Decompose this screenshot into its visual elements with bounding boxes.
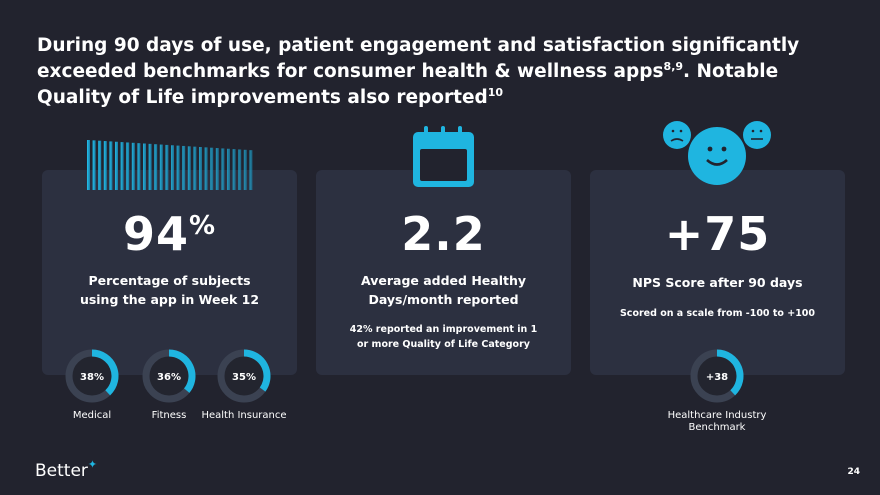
title-text: . Notable Quality of Life improvements a… [37, 61, 779, 108]
footnote-ref: 8,9 [663, 60, 684, 73]
donut-caption: Medical [72, 410, 112, 421]
icon-bar [232, 149, 236, 190]
icon-bar [221, 148, 225, 190]
icon-bar [171, 145, 174, 190]
icon-bar [148, 143, 152, 190]
icon-bar [92, 140, 96, 190]
donut-label: 36% [157, 372, 181, 383]
donut-arc [243, 349, 271, 392]
big-number: +75 [664, 207, 771, 261]
icon-bar [199, 147, 202, 190]
icon-bar [187, 146, 191, 190]
icon-bar [182, 145, 186, 190]
donut-caption: Fitness [151, 410, 187, 421]
card [590, 170, 845, 375]
icon-bar [165, 144, 169, 190]
donut-arc [168, 349, 196, 393]
icon-bar [176, 145, 180, 190]
donut-arc [91, 349, 119, 396]
icon-bar [143, 143, 146, 190]
icon-bar [98, 140, 102, 190]
card [42, 170, 297, 375]
card-label: Average added Healthy Days/month reporte… [360, 273, 527, 307]
card-label: NPS Score after 90 days [632, 275, 803, 290]
logo-text: Better [35, 461, 88, 481]
donut-label: 38% [80, 372, 104, 383]
card-note: Scored on a scale from -100 to +100 [619, 308, 816, 319]
icon-bar [215, 148, 219, 190]
icon-bar [243, 149, 247, 190]
big-number: 94% [42, 207, 297, 261]
icon-bar [131, 142, 135, 190]
icon-bar [120, 142, 124, 190]
donut-label: 35% [232, 372, 256, 383]
donut-caption: Healthcare Industry Benchmark [667, 410, 767, 433]
slide-title: During 90 days of use, patient engagemen… [37, 33, 837, 111]
icon-bar [159, 144, 163, 190]
donut-label: +38 [706, 372, 728, 383]
card-label: Percentage of subjects using the app in … [79, 273, 260, 307]
icon-bar [126, 142, 130, 190]
icon-bar [193, 146, 197, 190]
smiley-icon [663, 121, 771, 185]
icon-bar [137, 143, 141, 190]
title-text: During 90 days of use, patient engagemen… [37, 35, 800, 82]
icon-bar [103, 141, 107, 190]
icon-bar [210, 147, 214, 190]
icon-bar [154, 144, 158, 190]
logo: Better✦ [35, 458, 98, 481]
icon-bar [204, 147, 208, 190]
donut-caption: Health Insurance [201, 410, 287, 421]
icon-bar [87, 140, 90, 190]
page-number: 24 [847, 467, 860, 477]
unit: % [188, 211, 217, 241]
icon-bar [115, 141, 118, 190]
value: 94 [122, 207, 189, 261]
card-note: 42% reported an improvement in 1 or more… [349, 324, 538, 350]
icon-bar [227, 148, 230, 190]
card [316, 170, 571, 375]
calendar-icon [413, 126, 474, 187]
big-number: 2.2 [401, 207, 486, 261]
icon-bar [109, 141, 113, 190]
icon-bar [238, 149, 242, 190]
donut-arc [716, 349, 744, 396]
icon-bar [249, 150, 253, 190]
footnote-ref: 10 [487, 86, 504, 99]
bar-icon [87, 140, 253, 190]
